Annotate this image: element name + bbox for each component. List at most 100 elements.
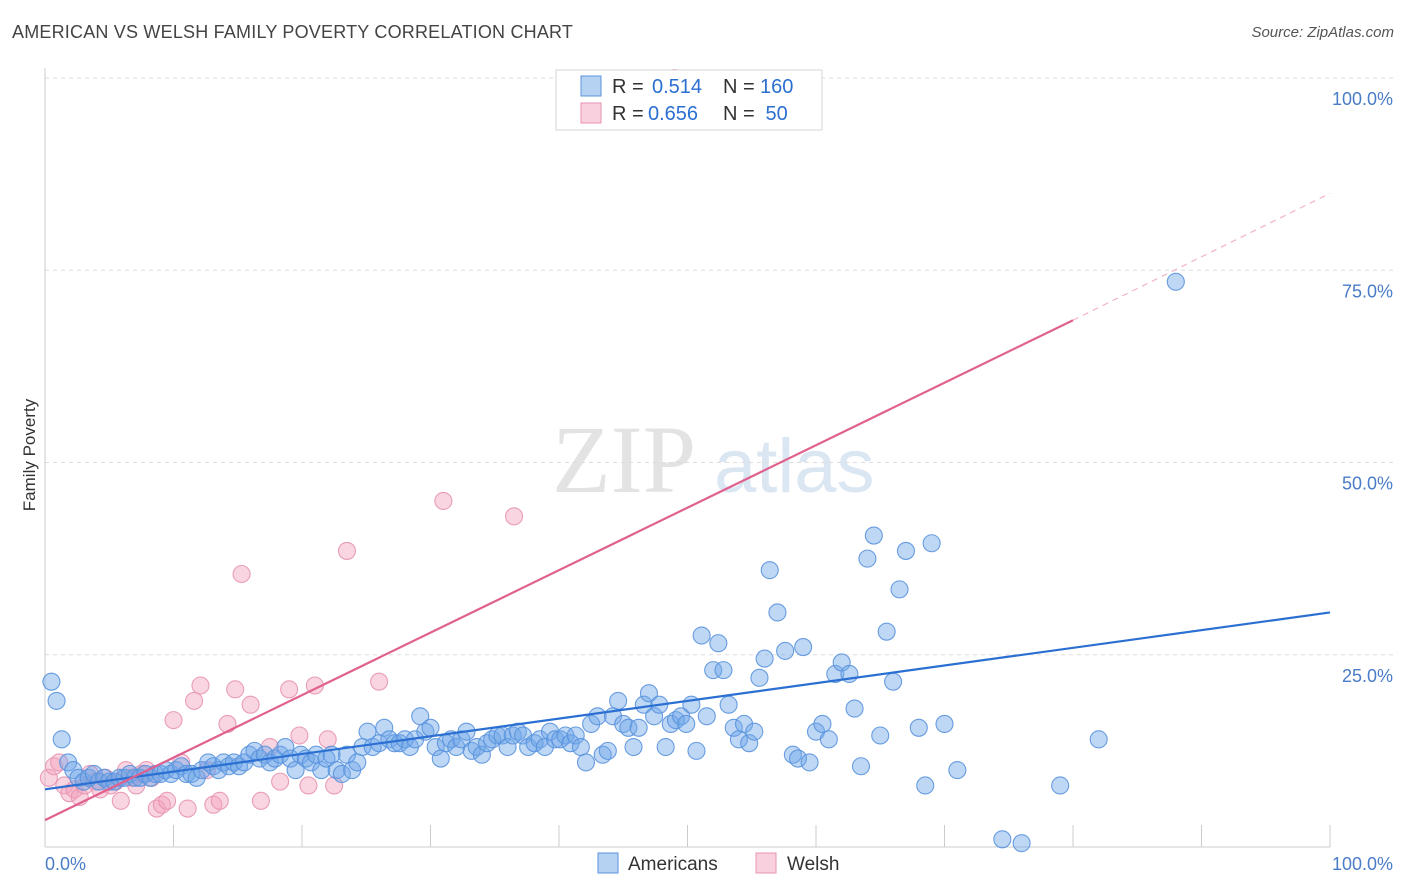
x-tick-label-0: 0.0%: [45, 854, 86, 874]
american-point-0: [42, 672, 61, 691]
american-point-129: [714, 661, 733, 680]
american-point-2: [52, 730, 71, 749]
welsh-points: [39, 68, 684, 818]
welsh-point-43: [318, 730, 337, 749]
welsh-point-39: [280, 680, 299, 699]
american-point-111: [619, 718, 638, 737]
welsh-point-34: [232, 564, 251, 584]
welsh-trendline: [44, 319, 1074, 822]
welsh-point-32: [218, 714, 237, 734]
american-point-140: [776, 641, 795, 660]
american-point-161: [916, 776, 935, 795]
american-trendline: [44, 611, 1331, 791]
american-point-138: [760, 561, 779, 580]
american-point-163: [935, 714, 954, 734]
american-point-159: [896, 541, 916, 560]
american-point-160: [909, 718, 928, 737]
welsh-point-23: [158, 791, 177, 810]
american-point-144: [800, 753, 819, 772]
american-point-109: [609, 691, 628, 710]
american-point-112: [624, 737, 643, 757]
legend-swatch-americans: [580, 75, 602, 97]
american-point-103: [576, 753, 596, 772]
american-point-166: [1012, 834, 1031, 853]
american-point-56: [332, 764, 351, 783]
american-point-83: [472, 745, 491, 764]
american-point-142: [788, 749, 808, 768]
correlation-legend: R = 0.514 N = 160 R = 0.656 N = 50: [555, 69, 823, 131]
american-point-162: [922, 534, 941, 553]
legend-n-value-welsh: 50: [760, 103, 788, 125]
legend-n-label-americans: N =: [723, 76, 755, 98]
welsh-point-27: [185, 691, 204, 710]
welsh-point-38: [271, 772, 290, 791]
american-point-88: [498, 737, 517, 757]
american-point-167: [1051, 776, 1070, 795]
american-point-97: [546, 730, 565, 749]
welsh-point-40: [290, 726, 309, 745]
american-point-152: [851, 757, 871, 776]
american-point-137: [755, 649, 774, 668]
american-point-155: [871, 726, 890, 745]
american-point-125: [692, 626, 711, 645]
american-point-1: [47, 691, 66, 710]
american-point-52: [312, 761, 331, 780]
welsh-point-0: [39, 768, 58, 787]
american-point-105: [588, 707, 607, 726]
american-point-164: [948, 761, 967, 780]
y-tick-label-1: 50.0%: [1342, 474, 1393, 494]
welsh-point-26: [178, 799, 197, 818]
american-point-128: [709, 634, 728, 653]
american-point-147: [819, 730, 838, 749]
legend-r-value-welsh: 0.656: [648, 103, 698, 125]
american-point-130: [719, 695, 738, 714]
american-point-74: [426, 737, 445, 757]
bottom-legend-swatch-americans: [597, 852, 619, 874]
american-point-165: [993, 830, 1012, 849]
legend-r-label-americans: R =: [612, 76, 644, 98]
welsh-point-35: [241, 695, 260, 714]
source-credit: Source: ZipAtlas.com: [1251, 24, 1394, 41]
american-point-107: [598, 741, 617, 760]
american-point-146: [813, 714, 832, 734]
welsh-point-45: [337, 541, 357, 560]
american-point-168: [1089, 730, 1108, 749]
american-point-157: [884, 672, 903, 691]
american-point-139: [768, 603, 787, 622]
y-tick-label-0: 25.0%: [1342, 666, 1393, 686]
legend-swatch-welsh: [580, 102, 602, 124]
legend-r-value-americans: 0.514: [652, 76, 702, 98]
american-point-116: [645, 707, 664, 726]
chart-title: AMERICAN VS WELSH FAMILY POVERTY CORRELA…: [12, 22, 574, 42]
y-axis-label: Family Poverty: [20, 398, 39, 511]
american-point-133: [734, 714, 754, 734]
american-point-158: [890, 580, 909, 599]
american-point-118: [656, 737, 675, 757]
legend-n-value-americans: 160: [760, 76, 793, 98]
welsh-point-14: [111, 791, 130, 810]
welsh-trendline-extension: [1072, 192, 1331, 321]
welsh-point-31: [210, 791, 229, 810]
welsh-point-33: [226, 680, 245, 699]
american-point-124: [687, 741, 706, 760]
american-point-153: [858, 549, 877, 568]
american-point-131: [724, 718, 743, 737]
watermark: ZIP atlas: [552, 406, 875, 513]
welsh-point-46: [370, 672, 389, 691]
tick-labels: 25.0% 50.0% 75.0% 100.0% 0.0% 100.0%: [45, 89, 1393, 874]
american-point-115: [639, 684, 659, 703]
american-point-156: [877, 622, 896, 641]
welsh-point-28: [191, 676, 210, 695]
american-point-154: [864, 526, 883, 545]
american-point-122: [677, 714, 696, 734]
american-point-151: [845, 699, 864, 718]
y-tick-label-2: 75.0%: [1342, 281, 1393, 301]
american-point-113: [629, 718, 648, 737]
legend-r-label-welsh: R =: [612, 103, 644, 125]
bottom-legend-label-welsh: Welsh: [787, 854, 839, 875]
american-point-169: [1166, 272, 1185, 291]
x-tick-label-1: 100.0%: [1332, 854, 1393, 874]
welsh-point-24: [164, 711, 183, 730]
american-points: [42, 272, 1185, 853]
